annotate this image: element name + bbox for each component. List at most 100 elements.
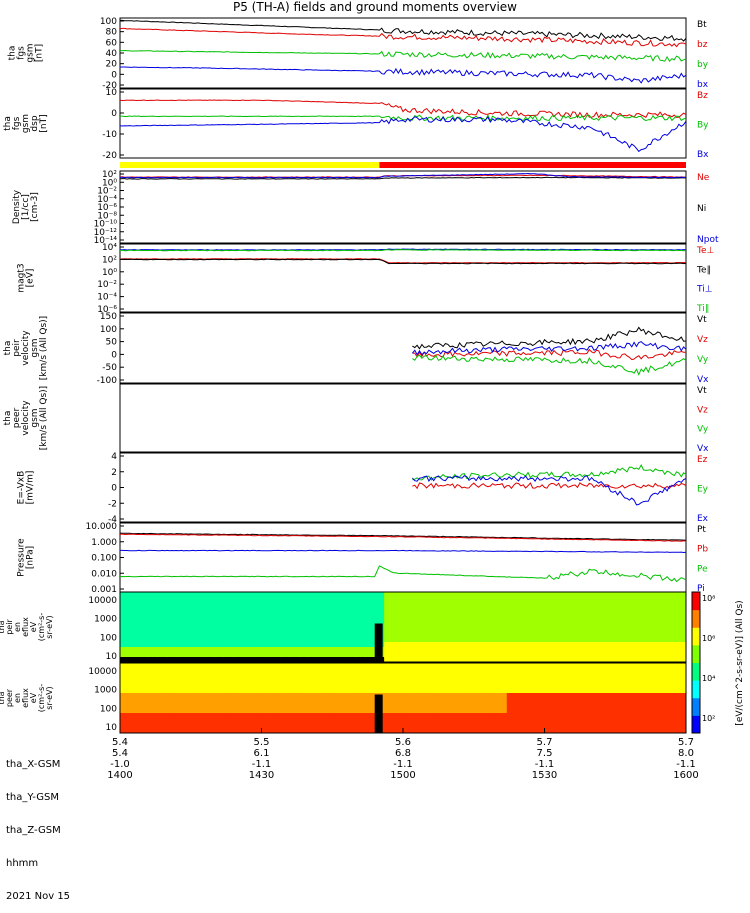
y-tick-label: 10² bbox=[102, 255, 117, 265]
spectrogram-gap bbox=[374, 623, 383, 662]
footer-value-tha_Z-GSM: -1.0 bbox=[110, 759, 130, 770]
y-tick-label: 10⁻⁴ bbox=[97, 293, 117, 303]
spectrogram-ylabel: peir bbox=[5, 619, 14, 635]
y-tick-label: 10⁰ bbox=[102, 268, 117, 278]
y-tick-label: -20 bbox=[102, 151, 117, 161]
spectrogram-ylabel: (cm²-s- bbox=[37, 613, 46, 642]
legend-Vt: Vt bbox=[697, 386, 707, 396]
panel-frame-fgs-gsm bbox=[119, 17, 687, 89]
panel-ylabel: gsm bbox=[30, 408, 40, 427]
footer-labels: tha_X-GSM tha_Y-GSM tha_Z-GSM hhmm 2021 … bbox=[6, 737, 70, 913]
y-tick-label: 50 bbox=[106, 338, 118, 348]
y-tick-label: -10 bbox=[102, 130, 117, 140]
spectrogram-ylabel: sr-eV) bbox=[45, 615, 54, 638]
y-tick-label: 10 bbox=[106, 88, 118, 98]
panel-ylabel: [cm-3] bbox=[30, 192, 40, 222]
y-tick-label: 10⁻⁴ bbox=[97, 195, 117, 205]
y-tick-label: 0.010 bbox=[91, 569, 117, 579]
footer-value-tha_Y-GSM: 5.4 bbox=[112, 748, 128, 759]
legend-Ne: Ne bbox=[697, 173, 710, 183]
legend-Vx: Vx bbox=[697, 375, 709, 385]
spectrogram-tick-label: 10 bbox=[106, 652, 118, 662]
y-tick-label: 0 bbox=[111, 109, 117, 119]
spectrogram-frame bbox=[119, 591, 687, 663]
panel-frame-peir-velocity bbox=[119, 312, 687, 384]
colorbar-tick-label: 10⁸ bbox=[702, 594, 715, 603]
footer-value-tha_X-GSM: 5.4 bbox=[112, 737, 128, 748]
footer-value-hhmm: 1430 bbox=[249, 770, 274, 781]
panel-ylabel: Density bbox=[12, 189, 22, 224]
colorbar-segment bbox=[692, 592, 700, 611]
spectrogram-tick-label: 1000 bbox=[94, 686, 117, 696]
footer-value-tha_Z-GSM: -1.1 bbox=[252, 759, 272, 770]
y-tick-label: 0.100 bbox=[91, 554, 117, 564]
y-tick-label: 10⁻¹⁴ bbox=[94, 236, 118, 246]
y-tick-label: -4 bbox=[108, 515, 117, 525]
y-tick-label: 0 bbox=[111, 350, 117, 360]
series-Ez-efield bbox=[412, 482, 687, 490]
footer-y-label: tha_Y-GSM bbox=[6, 792, 60, 803]
series-bx-fgs-gsm bbox=[119, 66, 687, 84]
panel-ylabel: gsm bbox=[30, 338, 40, 357]
legend-Ni: Ni bbox=[697, 204, 706, 214]
y-tick-label: 60 bbox=[106, 38, 118, 48]
panel-ylabel: peir bbox=[12, 339, 22, 357]
spectrogram-tick-label: 10000 bbox=[88, 596, 117, 606]
y-tick-label: 80 bbox=[106, 28, 118, 38]
panel-ylabel: velocity bbox=[21, 330, 31, 366]
panel-ylabel: tha bbox=[3, 341, 13, 356]
legend-Pb: Pb bbox=[697, 545, 708, 555]
legend-bx: bx bbox=[697, 80, 709, 90]
legend-by: by bbox=[697, 60, 709, 70]
footer-value-tha_Z-GSM: -1.1 bbox=[676, 759, 696, 770]
spectrogram-ylabel: sr-eV) bbox=[45, 686, 54, 709]
y-tick-label: 0.001 bbox=[91, 585, 117, 595]
y-tick-label: 150 bbox=[100, 312, 117, 322]
spectrogram-ylabel: (cm²-s- bbox=[37, 684, 46, 713]
y-tick-label: 10² bbox=[102, 170, 117, 180]
panel-ylabel: [eV] bbox=[26, 269, 36, 288]
y-tick-label: 10.000 bbox=[86, 522, 118, 532]
series-By-fgs-gsm-2 bbox=[120, 113, 687, 122]
y-tick-label: 10⁰ bbox=[102, 178, 117, 188]
footer-hhmm-label: hhmm bbox=[6, 858, 39, 869]
y-tick-label: 20 bbox=[106, 60, 118, 70]
footer-value-hhmm: 1600 bbox=[673, 770, 698, 781]
legend-Ez: Ez bbox=[697, 455, 708, 465]
spectrogram-ylabel: en bbox=[13, 693, 22, 703]
footer-value-tha_X-GSM: 5.7 bbox=[537, 737, 553, 748]
panel-frame-density bbox=[119, 170, 687, 244]
panel-ylabel: [km/s (All Qs)] bbox=[39, 316, 49, 380]
chart-title: P5 (TH-A) fields and ground moments over… bbox=[233, 0, 517, 14]
colorbar-tick-label: 10⁶ bbox=[702, 634, 715, 643]
spectrogram-ylabel: tha bbox=[0, 691, 6, 704]
footer-value-tha_X-GSM: 5.5 bbox=[254, 737, 270, 748]
panel-ylabel: fgs bbox=[17, 46, 27, 60]
y-tick-label: 10⁻⁶ bbox=[97, 203, 117, 213]
footer-z-label: tha_Z-GSM bbox=[6, 825, 61, 836]
colorbar-segment bbox=[692, 627, 700, 646]
series-Vx-peir-velocity bbox=[412, 341, 687, 356]
panel-ylabel: [nPa] bbox=[26, 546, 36, 569]
colorbar-segment bbox=[692, 662, 700, 681]
series-Ti∥-temperature bbox=[119, 249, 687, 252]
y-tick-label: 100 bbox=[100, 17, 117, 27]
footer-x-label: tha_X-GSM bbox=[6, 759, 61, 770]
panel-ylabel: gsm bbox=[26, 43, 36, 62]
series-Bx-fgs-gsm-2 bbox=[119, 116, 687, 153]
y-tick-label: 0 bbox=[111, 70, 117, 80]
y-tick-label: 10⁻¹² bbox=[94, 228, 118, 238]
legend-By: By bbox=[697, 121, 709, 131]
colorbar-frame bbox=[691, 591, 701, 734]
legend-Pi: Pi bbox=[697, 584, 705, 594]
spectrogram-tick-label: 1000 bbox=[94, 615, 117, 625]
spectrogram-tick-label: 100 bbox=[100, 633, 117, 643]
panel-frame-efield bbox=[119, 452, 687, 523]
y-tick-label: 10⁻⁸ bbox=[97, 211, 117, 221]
panel-ylabel: tha bbox=[3, 116, 13, 131]
footer-value-hhmm: 1400 bbox=[107, 770, 132, 781]
colorbar-segment bbox=[692, 644, 700, 663]
legend-Bx: Bx bbox=[697, 150, 709, 160]
colorbar-segment bbox=[692, 609, 700, 628]
